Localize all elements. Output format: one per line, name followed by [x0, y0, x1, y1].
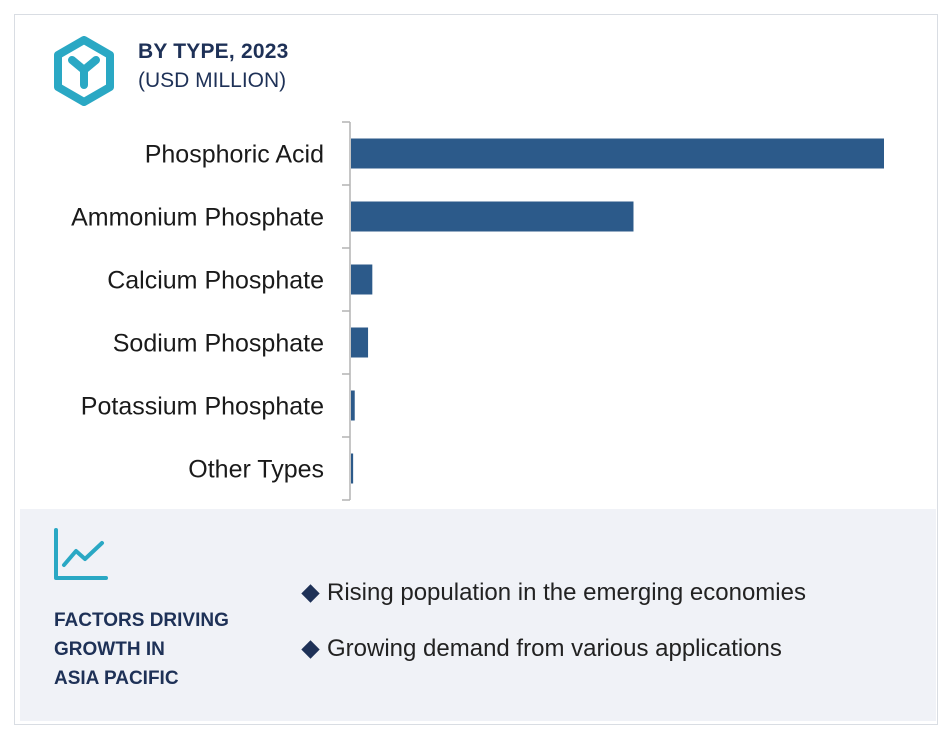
factor-item: Growing demand from various applications: [300, 621, 920, 677]
bar: [351, 453, 354, 484]
hexagon-y-icon: [54, 36, 114, 106]
chart-title: BY TYPE, 2023: [138, 40, 289, 63]
category-label: Potassium Phosphate: [81, 393, 324, 421]
factors-title-line-2: GROWTH IN: [54, 639, 165, 660]
bar: [351, 138, 884, 169]
factors-panel: [20, 509, 936, 721]
trend-chart-icon: [54, 528, 108, 580]
factor-text: Rising population in the emerging econom…: [327, 579, 806, 606]
category-label: Ammonium Phosphate: [71, 204, 324, 232]
bar: [351, 201, 634, 232]
bar-chart: Phosphoric Acid Ammonium Phosphate Calcium…: [71, 121, 884, 501]
bar: [351, 390, 355, 421]
bar: [351, 327, 369, 358]
diamond-bullet-icon: [301, 583, 320, 603]
factors-list: Rising population in the emerging econom…: [300, 565, 920, 677]
category-label: Calcium Phosphate: [107, 267, 324, 295]
chart-subtitle: (USD MILLION): [138, 69, 287, 92]
factors-title-line-1: FACTORS DRIVING: [54, 610, 229, 631]
category-label: Other Types: [188, 456, 324, 484]
factor-item: Rising population in the emerging econom…: [300, 565, 920, 621]
factors-title: FACTORS DRIVING GROWTH IN ASIA PACIFIC: [54, 606, 284, 693]
factors-title-line-3: ASIA PACIFIC: [54, 668, 179, 689]
factor-text: Growing demand from various applications: [327, 635, 782, 662]
category-label: Phosphoric Acid: [145, 141, 324, 169]
diamond-bullet-icon: [301, 639, 320, 659]
category-label: Sodium Phosphate: [113, 330, 324, 358]
bar: [351, 264, 373, 295]
